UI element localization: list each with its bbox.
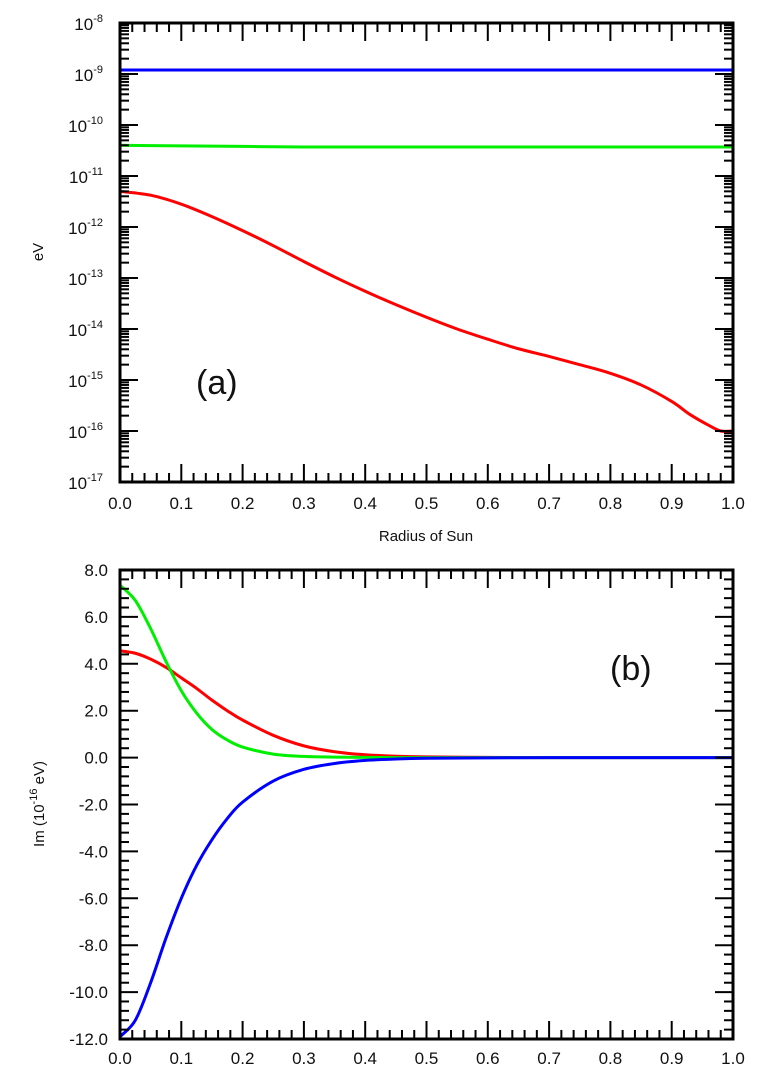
y-tick-label: 10-17 bbox=[68, 472, 103, 493]
x-tick-label: 0.9 bbox=[660, 1049, 684, 1068]
panel-b-series bbox=[118, 584, 733, 1038]
x-tick-label: 0.4 bbox=[353, 1049, 377, 1068]
x-tick-label: 0.6 bbox=[476, 1049, 500, 1068]
panel-a-series bbox=[119, 68, 734, 433]
plot-frame bbox=[118, 21, 735, 484]
plot-frame bbox=[118, 568, 735, 1041]
x-tick-label: 0.2 bbox=[231, 1049, 255, 1068]
y-tick-label: 10-11 bbox=[69, 166, 103, 187]
y-tick-label: 6.0 bbox=[84, 608, 108, 627]
series-line-blue bbox=[118, 756, 733, 1038]
x-tick-label: 1.0 bbox=[721, 1049, 745, 1068]
y-tick-label: -12.0 bbox=[69, 1030, 108, 1049]
x-tick-label: 0.2 bbox=[231, 494, 255, 513]
panel-b-label: (b) bbox=[610, 650, 652, 688]
x-tick-label: 1.0 bbox=[721, 494, 745, 513]
series-line-red bbox=[119, 189, 734, 433]
x-tick-label: 0.7 bbox=[537, 494, 561, 513]
y-tick-label: 0.0 bbox=[84, 749, 108, 768]
y-tick-label: -6.0 bbox=[79, 889, 108, 908]
y-tick-label: 10-10 bbox=[68, 115, 103, 136]
y-tick-label: 10-14 bbox=[68, 319, 103, 340]
y-tick-label: -4.0 bbox=[79, 842, 108, 861]
panel-a-tick-labels: 10-8 10-9 10-10 10-11 10-12 10-13 10-14 10-15 10… bbox=[68, 13, 745, 513]
x-tick-label: 0.1 bbox=[169, 1049, 193, 1068]
x-tick-label: 0.0 bbox=[108, 494, 132, 513]
y-tick-label: -10.0 bbox=[69, 983, 108, 1002]
panel-b-tick-labels: 8.0 6.0 4.0 2.0 0.0 -2.0 -4.0 -6.0 -8.0 -10.0 -12.… bbox=[69, 561, 745, 1068]
x-tick-label: 0.3 bbox=[292, 494, 316, 513]
y-tick-label: 10-15 bbox=[68, 370, 103, 391]
y-tick-label: 8.0 bbox=[84, 561, 108, 580]
y-tick-label: 10-13 bbox=[68, 268, 103, 289]
panel-a-y-axis-title: eV bbox=[30, 243, 47, 261]
x-tick-label: 0.5 bbox=[415, 1049, 439, 1068]
series-line-green bbox=[119, 143, 733, 149]
x-tick-label: 0.5 bbox=[415, 494, 439, 513]
y-tick-label: -2.0 bbox=[79, 796, 108, 815]
panel-a-label: (a) bbox=[196, 364, 238, 402]
x-tick-label: 0.1 bbox=[169, 494, 193, 513]
panel-a-axes bbox=[118, 21, 735, 484]
panel-a-chart: 10-8 10-9 10-10 10-11 10-12 10-13 10-14 10-15 10… bbox=[30, 13, 745, 545]
y-tick-label: 10-8 bbox=[74, 13, 103, 34]
y-tick-label: -8.0 bbox=[79, 936, 108, 955]
x-tick-label: 0.8 bbox=[599, 1049, 623, 1068]
panel-b-axes bbox=[118, 568, 735, 1041]
y-tick-label: 10-12 bbox=[68, 217, 103, 238]
y-tick-label: 10-9 bbox=[74, 64, 103, 85]
panel-b-y-axis-title: Im (10-16 eV) bbox=[28, 761, 48, 847]
x-tick-label: 0.4 bbox=[353, 494, 377, 513]
x-tick-label: 0.3 bbox=[292, 1049, 316, 1068]
x-tick-label: 0.8 bbox=[599, 494, 623, 513]
panel-a-x-axis-title: Radius of Sun bbox=[379, 528, 473, 545]
y-tick-label: 10-16 bbox=[68, 421, 103, 442]
x-tick-label: 0.7 bbox=[537, 1049, 561, 1068]
x-tick-label: 0.0 bbox=[108, 1049, 132, 1068]
panel-b-chart: 8.0 6.0 4.0 2.0 0.0 -2.0 -4.0 -6.0 -8.0 -10.0 -12.… bbox=[28, 561, 745, 1068]
x-tick-label: 0.6 bbox=[476, 494, 500, 513]
y-tick-label: 4.0 bbox=[84, 655, 108, 674]
y-tick-label: 2.0 bbox=[84, 702, 108, 721]
x-tick-label: 0.9 bbox=[660, 494, 684, 513]
